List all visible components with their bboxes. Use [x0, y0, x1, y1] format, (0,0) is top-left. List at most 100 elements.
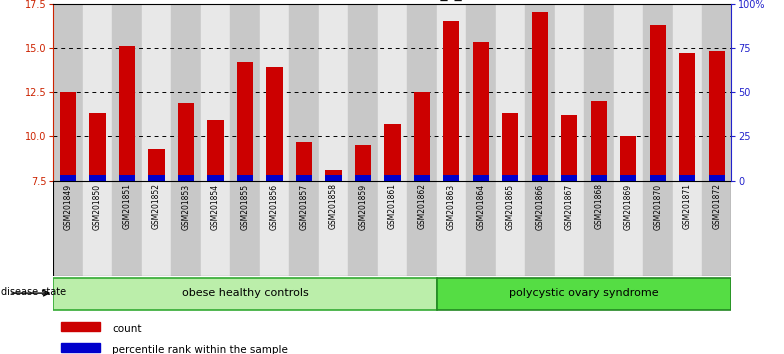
Bar	[355, 145, 371, 181]
Text: GSM201863: GSM201863	[447, 183, 456, 229]
Bar	[525, 181, 554, 276]
Text: GSM201856: GSM201856	[270, 183, 279, 229]
Bar	[614, 4, 643, 181]
Text: GSM201854: GSM201854	[211, 183, 220, 229]
Bar	[325, 170, 342, 181]
Bar	[260, 4, 289, 181]
Bar	[171, 4, 201, 181]
Bar	[325, 175, 342, 181]
Text: GSM201866: GSM201866	[535, 183, 544, 229]
Bar	[142, 4, 171, 181]
Bar	[61, 343, 100, 352]
Text: GSM201871: GSM201871	[683, 183, 691, 229]
Bar	[148, 149, 165, 181]
Bar	[83, 181, 112, 276]
Text: obese healthy controls: obese healthy controls	[182, 288, 308, 298]
Bar	[590, 175, 607, 181]
Text: GSM201862: GSM201862	[417, 183, 426, 229]
Bar	[83, 4, 112, 181]
Bar	[443, 21, 459, 181]
Bar	[532, 12, 548, 181]
Bar	[384, 124, 401, 181]
Bar	[532, 175, 548, 181]
Bar	[495, 181, 525, 276]
Text: GSM201869: GSM201869	[624, 183, 633, 229]
Bar	[119, 46, 135, 181]
FancyBboxPatch shape	[437, 278, 731, 310]
Bar	[296, 175, 312, 181]
Bar	[267, 175, 282, 181]
Bar	[561, 175, 577, 181]
Bar	[296, 142, 312, 181]
Bar	[230, 181, 260, 276]
Bar	[466, 181, 495, 276]
Bar	[709, 175, 725, 181]
Bar	[503, 113, 518, 181]
Bar	[267, 67, 282, 181]
Bar	[554, 4, 584, 181]
Bar	[119, 175, 135, 181]
Bar	[318, 4, 348, 181]
Bar	[679, 175, 695, 181]
Bar	[178, 175, 194, 181]
Bar	[443, 175, 459, 181]
Bar	[495, 4, 525, 181]
Bar	[407, 4, 437, 181]
Text: GSM201858: GSM201858	[329, 183, 338, 229]
Bar	[208, 175, 223, 181]
Text: GSM201864: GSM201864	[477, 183, 485, 229]
Bar	[260, 181, 289, 276]
Text: GSM201852: GSM201852	[152, 183, 161, 229]
Bar	[407, 181, 437, 276]
Text: GSM201872: GSM201872	[712, 183, 721, 229]
Title: GDS4133 / 206675_s_at: GDS4133 / 206675_s_at	[309, 0, 476, 1]
Bar	[378, 181, 407, 276]
Bar	[142, 181, 171, 276]
Bar	[614, 181, 643, 276]
Bar	[525, 4, 554, 181]
Bar	[702, 4, 731, 181]
Bar	[208, 120, 223, 181]
Text: GSM201865: GSM201865	[506, 183, 515, 229]
Bar	[584, 4, 614, 181]
Bar	[60, 92, 76, 181]
Bar	[503, 175, 518, 181]
Text: GSM201850: GSM201850	[93, 183, 102, 229]
Bar	[289, 181, 318, 276]
Text: GSM201859: GSM201859	[358, 183, 368, 229]
Bar	[620, 175, 637, 181]
Bar	[289, 4, 318, 181]
Bar	[171, 181, 201, 276]
Bar	[414, 92, 430, 181]
Text: count: count	[112, 324, 142, 333]
Bar	[554, 181, 584, 276]
Bar	[178, 103, 194, 181]
Text: percentile rank within the sample: percentile rank within the sample	[112, 345, 288, 354]
Bar	[473, 42, 489, 181]
Bar	[237, 62, 253, 181]
Bar	[650, 175, 666, 181]
Text: GSM201870: GSM201870	[653, 183, 662, 229]
Bar	[201, 4, 230, 181]
Bar	[466, 4, 495, 181]
Text: GSM201867: GSM201867	[564, 183, 574, 229]
Bar	[414, 175, 430, 181]
Bar	[61, 322, 100, 331]
Bar	[620, 136, 637, 181]
Bar	[561, 115, 577, 181]
Text: disease state: disease state	[1, 287, 66, 297]
Bar	[437, 4, 466, 181]
Bar	[201, 181, 230, 276]
Text: GSM201868: GSM201868	[594, 183, 604, 229]
Text: GSM201861: GSM201861	[388, 183, 397, 229]
Bar	[643, 181, 673, 276]
Bar	[679, 53, 695, 181]
Bar	[318, 181, 348, 276]
Text: GSM201849: GSM201849	[64, 183, 73, 229]
Bar	[348, 181, 378, 276]
Text: GSM201855: GSM201855	[241, 183, 249, 229]
FancyBboxPatch shape	[53, 278, 437, 310]
Bar	[584, 181, 614, 276]
Bar	[348, 4, 378, 181]
Bar	[230, 4, 260, 181]
